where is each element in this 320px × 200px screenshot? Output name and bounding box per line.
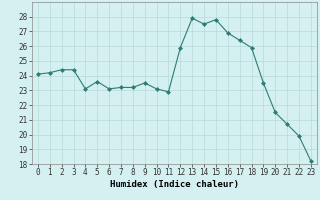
X-axis label: Humidex (Indice chaleur): Humidex (Indice chaleur) [110, 180, 239, 189]
